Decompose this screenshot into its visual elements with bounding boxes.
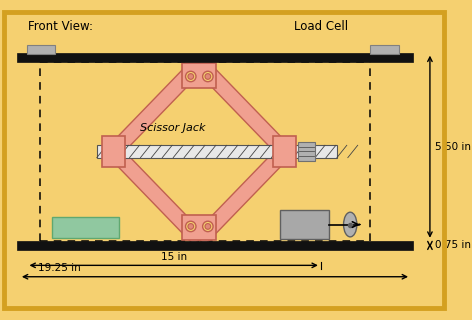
Circle shape bbox=[188, 74, 194, 79]
Text: 19.25 in: 19.25 in bbox=[38, 263, 81, 273]
Text: Motor: Motor bbox=[286, 220, 316, 229]
Circle shape bbox=[205, 224, 211, 229]
Circle shape bbox=[205, 74, 211, 79]
Text: Front View:: Front View: bbox=[28, 20, 93, 33]
Circle shape bbox=[185, 221, 196, 232]
Bar bbox=[273, 136, 296, 167]
Text: Circuit: Circuit bbox=[57, 221, 91, 231]
Circle shape bbox=[202, 221, 213, 232]
Bar bbox=[17, 53, 413, 62]
Polygon shape bbox=[194, 146, 290, 245]
Text: 5.50 in: 5.50 in bbox=[435, 142, 471, 152]
Bar bbox=[97, 145, 337, 158]
Text: 0.75 in: 0.75 in bbox=[435, 240, 471, 251]
Bar bbox=[182, 215, 216, 240]
Bar bbox=[298, 142, 315, 161]
Circle shape bbox=[188, 224, 194, 229]
Bar bbox=[26, 45, 55, 54]
Circle shape bbox=[202, 71, 213, 82]
Text: Load Cell: Load Cell bbox=[294, 20, 348, 33]
Polygon shape bbox=[109, 58, 205, 157]
Bar bbox=[182, 63, 216, 88]
Ellipse shape bbox=[344, 212, 357, 237]
Bar bbox=[280, 210, 329, 239]
Polygon shape bbox=[109, 146, 205, 245]
Polygon shape bbox=[194, 58, 290, 157]
Text: 15 in: 15 in bbox=[160, 252, 187, 261]
Bar bbox=[17, 241, 413, 250]
Bar bbox=[52, 217, 118, 238]
Bar bbox=[102, 136, 125, 167]
Text: Scissor Jack: Scissor Jack bbox=[141, 123, 206, 133]
Bar bbox=[370, 45, 399, 54]
Circle shape bbox=[185, 71, 196, 82]
